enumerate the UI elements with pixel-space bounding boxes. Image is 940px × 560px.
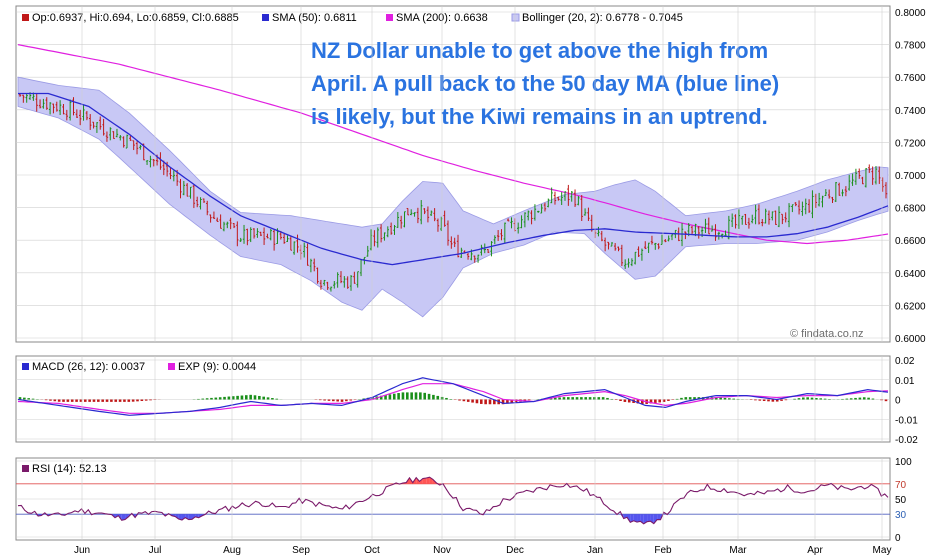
rsi-overbought-fill xyxy=(422,477,427,484)
macd-tick-label: -0.02 xyxy=(895,435,918,446)
price-tick-label: 0.6600 xyxy=(895,236,926,247)
price-tick-label: 0.7800 xyxy=(895,41,926,52)
sma50-legend-text: SMA (50): 0.6811 xyxy=(272,12,357,24)
month-label: Aug xyxy=(223,545,241,556)
bollinger-legend-text: Bollinger (20, 2): 0.6778 - 0.7045 xyxy=(522,12,683,24)
annotation-line-2: April. A pull back to the 50 day MA (blu… xyxy=(311,71,779,96)
macd-tick-label: 0 xyxy=(895,396,901,407)
bollinger-legend-swatch xyxy=(511,13,520,22)
price-tick-label: 0.7200 xyxy=(895,138,926,149)
rsi-legend: RSI (14): 52.13 xyxy=(22,463,107,475)
price-tick-label: 0.6800 xyxy=(895,204,926,215)
sma200-legend-swatch xyxy=(386,14,393,21)
price-tick-label: 0.6000 xyxy=(895,334,926,345)
sma50-line xyxy=(18,92,889,266)
rsi-oversold-fill xyxy=(630,514,634,523)
watermark-text: © findata.co.nz xyxy=(790,328,864,340)
ohlc-legend-text: Op:0.6937, Hi:0.694, Lo:0.6859, Cl:0.688… xyxy=(32,12,239,24)
month-label: Apr xyxy=(807,545,823,556)
month-label: Oct xyxy=(364,545,380,556)
rsi-overbought-fill xyxy=(426,477,430,484)
month-label: Dec xyxy=(506,545,524,556)
price-gridlines xyxy=(16,11,890,339)
macd-gridlines xyxy=(16,359,890,440)
macd-line xyxy=(17,377,889,416)
price-tick-label: 0.7600 xyxy=(895,73,926,84)
rsi-oversold-fill xyxy=(647,514,651,522)
macd-tick-label: 0.01 xyxy=(895,376,915,387)
month-label: Jul xyxy=(149,545,162,556)
rsi-tick-label: 30 xyxy=(895,510,907,521)
macd-panel-frame xyxy=(15,355,891,443)
rsi-oversold-fill xyxy=(643,514,648,524)
price-candles xyxy=(18,92,888,292)
rsi-oversold-fill xyxy=(178,514,182,520)
rsi-panel: 100 70 50 30 0 RSI (14): 52.13 xyxy=(15,457,912,544)
rsi-oversold-fill xyxy=(121,514,126,521)
rsi-oversold-fill xyxy=(653,514,658,524)
price-panel: 0.6000 0.6200 0.6400 0.6600 0.6800 0.7000 0.72… xyxy=(15,5,926,345)
copyright-watermark: © findata.co.nz xyxy=(790,328,864,340)
price-axis: 0.6000 0.6200 0.6400 0.6600 0.6800 0.7000 0.72… xyxy=(895,8,926,345)
price-tick-label: 0.6200 xyxy=(895,301,926,312)
rsi-tick-label: 100 xyxy=(895,457,912,468)
sma200-line xyxy=(17,44,889,245)
ohlc-legend-swatch xyxy=(22,14,29,21)
rsi-tick-label: 50 xyxy=(895,495,907,506)
rsi-legend-swatch xyxy=(22,465,29,472)
rsi-oversold-fill xyxy=(181,514,186,520)
price-tick-label: 0.6400 xyxy=(895,269,926,280)
annotation-line-1: NZ Dollar unable to get above the high f… xyxy=(311,38,768,63)
rsi-oversold-fill xyxy=(633,514,638,523)
rsi-tick-label: 0 xyxy=(895,533,901,544)
price-tick-label: 0.7000 xyxy=(895,171,926,182)
month-label: May xyxy=(873,545,892,556)
bollinger-band xyxy=(17,76,889,318)
price-tick-label: 0.7400 xyxy=(895,106,926,117)
month-axis: Jun Jul Aug Sep Oct Nov Dec Jan Feb Mar Apr May xyxy=(74,6,892,556)
macd-legend-swatch xyxy=(22,363,29,370)
rsi-line xyxy=(17,476,889,525)
annotation: NZ Dollar unable to get above the high f… xyxy=(311,38,779,129)
macd-panel: 0.02 0.01 0 -0.01 -0.02 MACD (26, 12): 0.003… xyxy=(15,355,918,446)
macd-tick-label: -0.01 xyxy=(895,415,918,426)
rsi-oversold-fill xyxy=(637,514,641,523)
price-tick-label: 0.8000 xyxy=(895,8,926,19)
macd-tick-label: 0.02 xyxy=(895,356,915,367)
month-label: Sep xyxy=(292,545,310,556)
month-label: Mar xyxy=(729,545,747,556)
macd-legend: MACD (26, 12): 0.0037 EXP (9): 0.0044 xyxy=(22,361,256,373)
month-label: Jun xyxy=(74,545,90,556)
rsi-overbought-fill xyxy=(429,477,433,484)
rsi-legend-text: RSI (14): 52.13 xyxy=(32,463,107,475)
annotation-line-3: is likely, but the Kiwi remains in an up… xyxy=(311,104,768,129)
exp-legend-text: EXP (9): 0.0044 xyxy=(178,361,256,373)
month-label: Feb xyxy=(654,545,672,556)
price-legend: Op:0.6937, Hi:0.694, Lo:0.6859, Cl:0.688… xyxy=(22,12,683,24)
macd-axis: 0.02 0.01 0 -0.01 -0.02 xyxy=(895,356,918,446)
rsi-tick-label: 70 xyxy=(895,480,907,491)
month-label: Nov xyxy=(433,545,451,556)
macd-legend-text: MACD (26, 12): 0.0037 xyxy=(32,361,145,373)
rsi-oversold-fill xyxy=(185,514,189,520)
rsi-oversold-fill xyxy=(188,514,192,520)
month-label: Jan xyxy=(587,545,603,556)
rsi-oversold-fill xyxy=(657,514,661,520)
exp-legend-swatch xyxy=(168,363,175,370)
rsi-axis: 100 70 50 30 0 xyxy=(895,457,912,544)
rsi-gridlines xyxy=(16,460,890,538)
sma50-legend-swatch xyxy=(262,14,269,21)
